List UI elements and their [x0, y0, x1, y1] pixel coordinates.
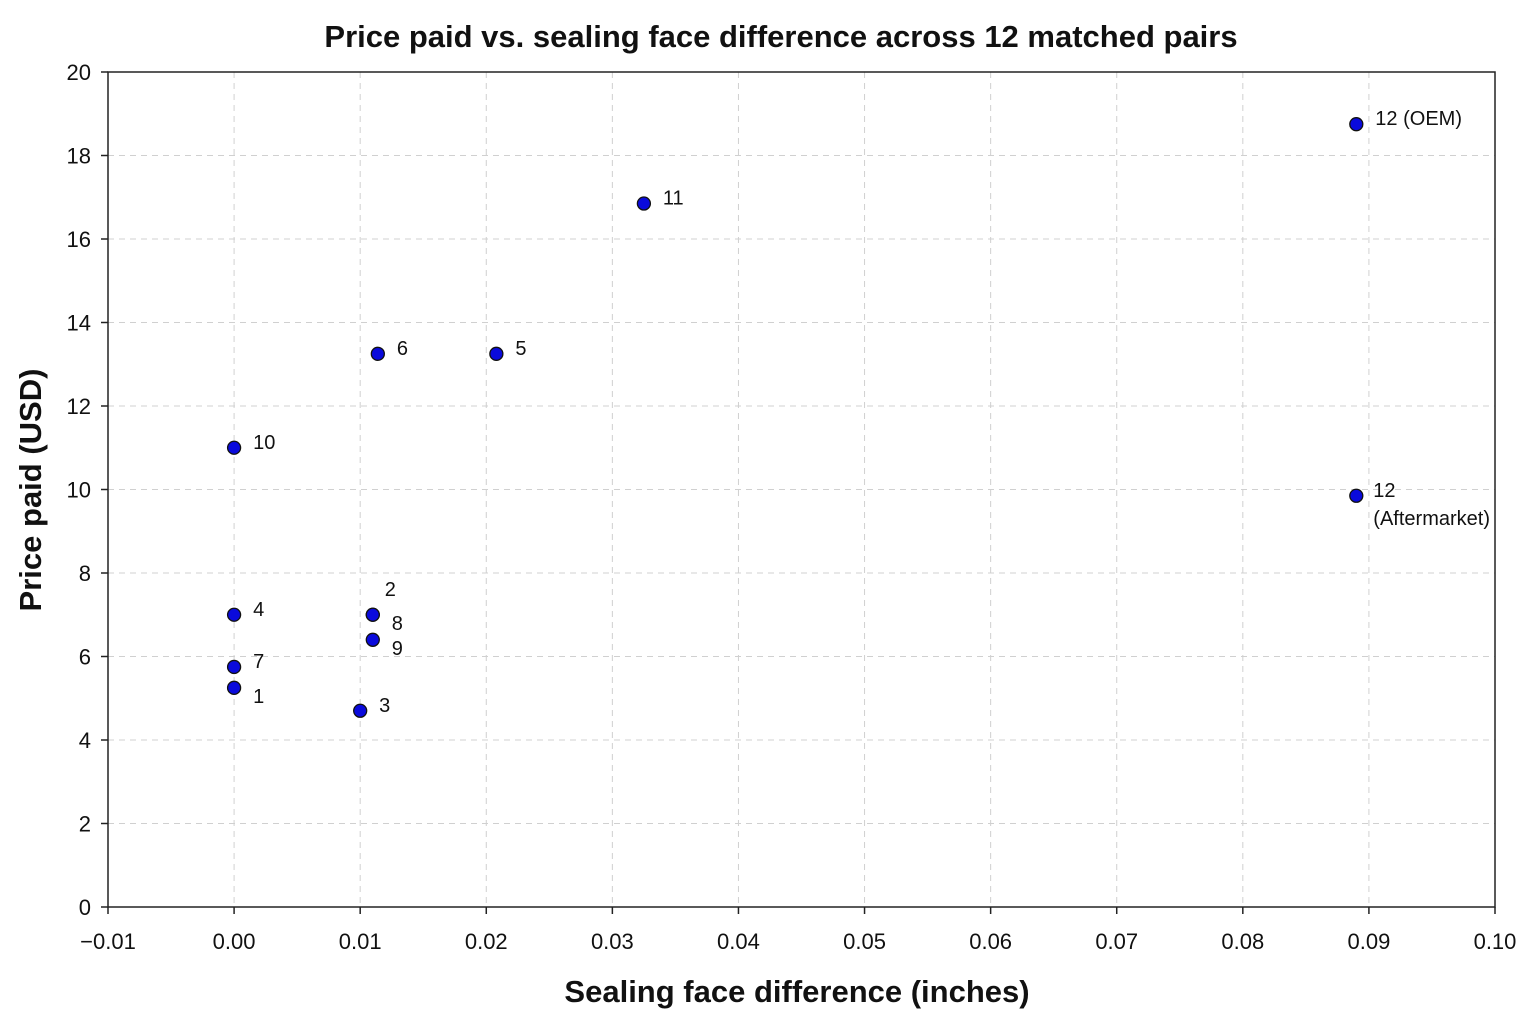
x-tick-label: 0.08 [1221, 929, 1264, 954]
y-tick-label: 8 [79, 561, 91, 586]
data-point-label-line: 2 [385, 579, 396, 601]
x-tick-label: 0.04 [717, 929, 760, 954]
data-point-label: 4 [253, 599, 264, 621]
x-tick-label: −0.01 [80, 929, 136, 954]
data-point-label: 1 [253, 686, 264, 708]
data-point-label: 10 [253, 432, 275, 454]
data-point-label-line: 9 [392, 638, 403, 660]
y-tick-label: 20 [67, 60, 91, 85]
x-tick-label: 0.06 [969, 929, 1012, 954]
x-tick-label: 0.05 [843, 929, 886, 954]
data-point-label: 12 (Aftermarket) [1373, 480, 1490, 530]
data-point-label: 3 [379, 695, 390, 717]
data-point [1349, 488, 1364, 503]
data-point-label-line: 6 [397, 338, 408, 360]
data-point [489, 346, 504, 361]
x-tick-label: 0.03 [591, 929, 634, 954]
data-point-label-line: 4 [253, 599, 264, 621]
data-point [226, 607, 242, 622]
data-point-label-line: 3 [379, 695, 390, 717]
data-point-label-line: 12 [1373, 480, 1395, 502]
y-tick-label: 16 [67, 227, 91, 252]
data-point [353, 703, 368, 718]
y-tick-label: 2 [79, 812, 91, 837]
data-point [636, 196, 652, 211]
x-tick-label: 0.01 [339, 929, 382, 954]
y-tick-label: 12 [67, 394, 91, 419]
chart-title: Price paid vs. sealing face difference a… [324, 19, 1237, 54]
data-point-label: 11 [663, 188, 684, 210]
data-point [226, 659, 242, 675]
x-tick-label: 0.07 [1095, 929, 1138, 954]
y-tick-label: 0 [79, 895, 91, 920]
x-tick-label: 0.02 [465, 929, 508, 954]
y-tick-label: 6 [79, 645, 91, 670]
data-point-label-line: (Aftermarket) [1373, 508, 1490, 530]
x-tick-label: 0.00 [213, 929, 256, 954]
data-point-label: 5 [515, 338, 526, 360]
data-point-label: 7 [253, 651, 264, 673]
data-point-label: 9 [392, 638, 403, 660]
data-point [226, 680, 242, 695]
data-point [1349, 117, 1364, 132]
data-point-label-line: 12 (OEM) [1375, 108, 1462, 130]
data-point-label: 2 [385, 579, 396, 601]
data-point-label: 12 (OEM) [1375, 108, 1462, 130]
data-points [226, 117, 1364, 718]
data-point-label: 6 [397, 338, 408, 360]
grid-lines [108, 72, 1495, 907]
x-tick-label: 0.09 [1347, 929, 1390, 954]
data-point-label-line: 1 [253, 686, 264, 708]
data-point [370, 346, 385, 361]
x-tick-label: 0.10 [1474, 929, 1517, 954]
data-point-label-line: 8 [392, 613, 403, 635]
x-axis-label: Sealing face difference (inches) [564, 974, 1029, 1009]
data-point-label-line: 10 [253, 432, 275, 454]
y-tick-label: 4 [79, 728, 91, 753]
y-axis: 0 2 4 6 8 10 12 14 16 18 20 [67, 60, 108, 920]
y-axis-label: Price paid (USD) [13, 369, 48, 612]
data-point-label-line: 11 [663, 188, 684, 210]
data-point [365, 632, 380, 647]
y-tick-label: 18 [67, 144, 91, 169]
y-tick-label: 14 [67, 311, 91, 336]
x-axis: −0.01 0.00 0.01 0.02 0.03 0.04 0.05 0.06 0.07 0.0… [80, 907, 1516, 954]
data-point [226, 440, 242, 455]
data-point-label: 8 [392, 613, 403, 635]
data-point [365, 607, 380, 622]
data-point-label-line: 5 [515, 338, 526, 360]
data-point-label-line: 7 [253, 651, 264, 673]
y-tick-label: 10 [67, 478, 91, 503]
